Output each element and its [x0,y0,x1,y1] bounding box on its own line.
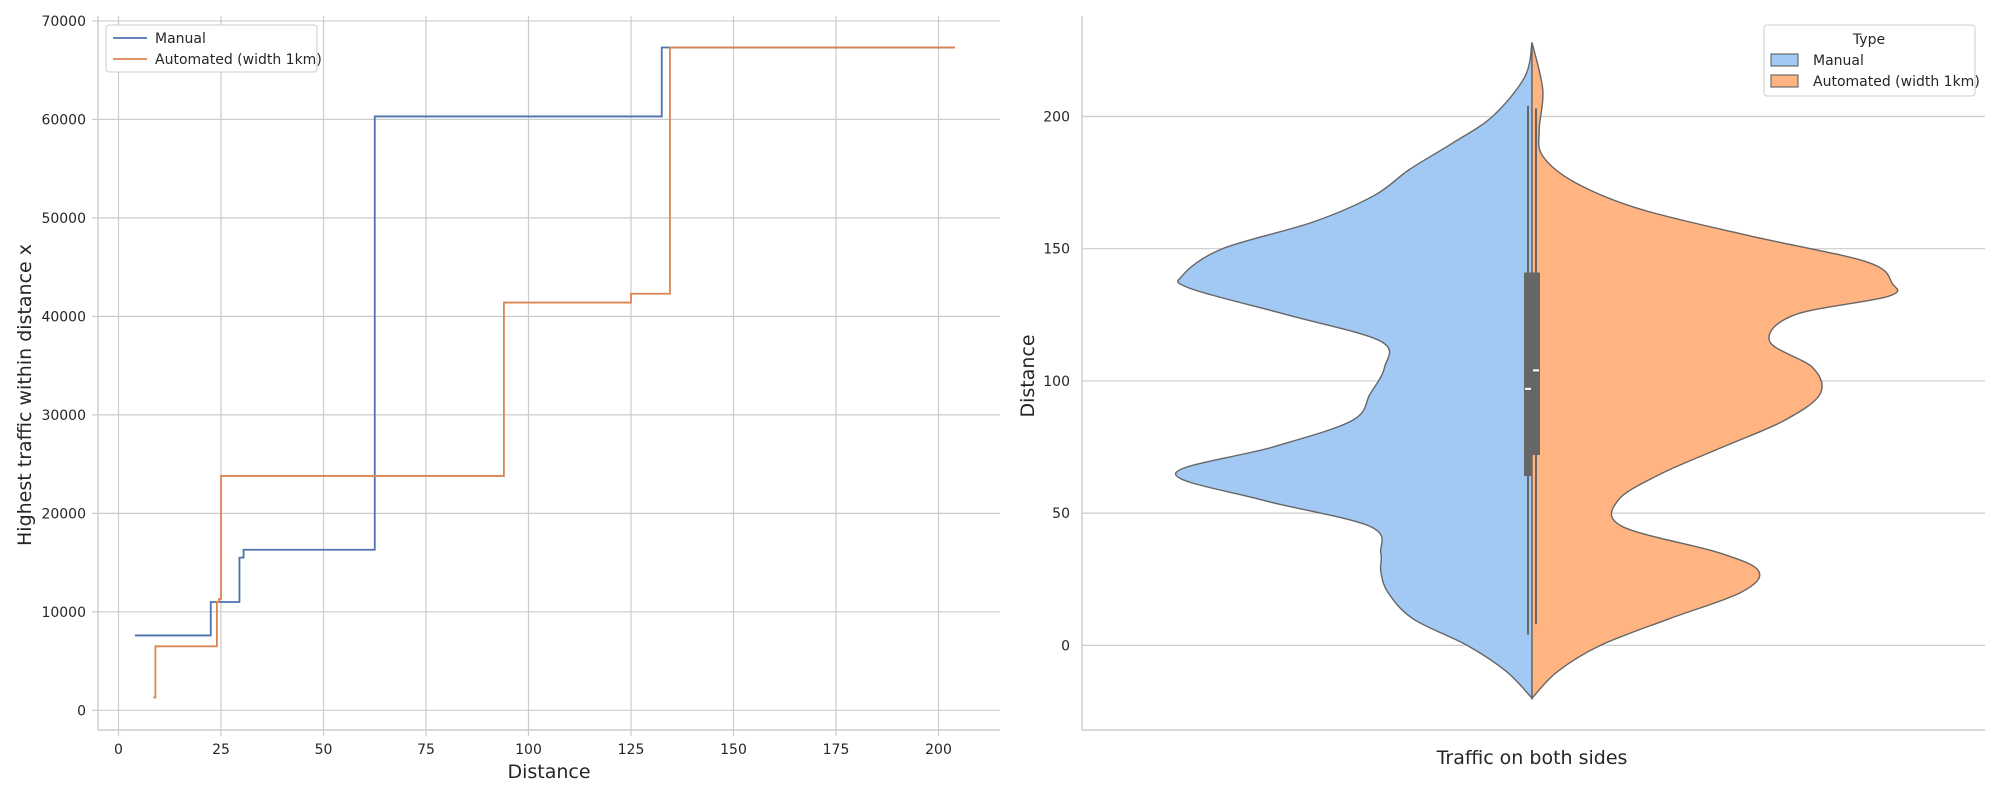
y-tick-label: 200 [1043,109,1070,125]
legend-label-automated: Automated (width 1km) [155,52,322,68]
right-y-tick-labels: 0 50 100 150 200 [1043,109,1070,654]
y-tick-label: 0 [77,703,86,719]
y-tick-label: 20000 [41,506,86,522]
y-tick-label: 10000 [41,605,86,621]
x-tick-label: 100 [515,742,542,758]
left-legend: Manual Automated (width 1km) [105,24,322,73]
x-tick-label: 150 [720,742,747,758]
iqr-box-automated [1532,272,1540,455]
violin-half-manual [1174,42,1533,701]
series-line-automated [153,46,955,699]
left-series-group [134,46,955,699]
x-tick-label: 175 [823,742,850,758]
y-tick-label: 50 [1052,506,1070,522]
left-y-axis-label: Highest traffic within distance x [14,244,36,546]
y-tick-label: 0 [1061,638,1070,654]
y-tick-label: 150 [1043,242,1070,258]
series-line-manual [134,46,955,637]
right-legend-box [1763,24,1976,97]
x-tick-label: 50 [315,742,333,758]
left-y-tick-labels: 0 10000 20000 30000 40000 50000 60000 70000 [41,14,98,719]
left-x-axis-label: Distance [507,761,590,783]
y-tick-label: 30000 [41,408,86,424]
right-y-axis-label: Distance [1017,334,1039,417]
legend-label-manual: Manual [1813,53,1864,69]
violin-half-automated [1531,42,1899,701]
violin-bodies [1174,42,1899,701]
legend-patch-automated [1770,74,1799,88]
x-tick-label: 75 [417,742,435,758]
right-spines [1081,16,1985,731]
iqr-box-manual [1524,272,1532,477]
inner-box-plot [1524,105,1540,635]
right-legend: Type Manual Automated (width 1km) [1763,24,1980,97]
x-tick-label: 0 [114,742,123,758]
x-tick-label: 200 [925,742,952,758]
x-tick-label: 125 [618,742,645,758]
legend-label-automated: Automated (width 1km) [1813,74,1980,90]
left-spines [97,16,1000,731]
step-line-chart: 0 25 50 75 100 125 150 175 200 0 10000 20000 30000 4… [14,14,1000,783]
y-tick-label: 100 [1043,374,1070,390]
legend-label-manual: Manual [155,31,206,47]
y-tick-label: 40000 [41,309,86,325]
left-grid [98,16,1000,730]
left-legend-box [105,24,318,73]
split-violin-chart: 0 50 100 150 200 Traffic on both sides Dista… [1017,16,1985,769]
x-tick-label: 25 [212,742,230,758]
right-x-axis-label: Traffic on both sides [1436,747,1628,769]
legend-patch-manual [1770,53,1799,67]
y-tick-label: 60000 [41,112,86,128]
right-legend-title: Type [1852,32,1885,48]
left-x-tick-labels: 0 25 50 75 100 125 150 175 200 [114,730,952,758]
y-tick-label: 50000 [41,211,86,227]
y-tick-label: 70000 [41,14,86,30]
